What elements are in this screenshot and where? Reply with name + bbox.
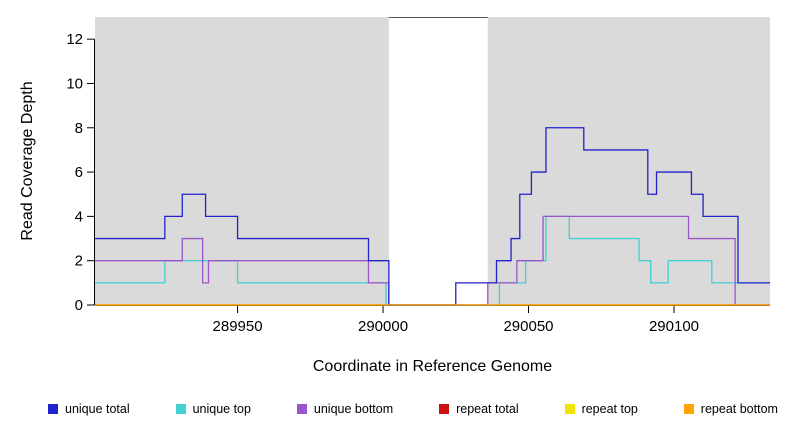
svg-text:8: 8 — [75, 120, 83, 137]
legend-item-repeat-total: repeat total — [439, 402, 519, 416]
legend-item-unique-total: unique total — [48, 402, 130, 416]
x-axis-title: Coordinate in Reference Genome — [312, 358, 553, 375]
legend-item-unique-bottom: unique bottom — [296, 402, 394, 416]
legend-item-repeat-bottom: repeat bottom — [683, 402, 778, 416]
svg-text:289950: 289950 — [213, 318, 263, 335]
svg-text:2: 2 — [75, 253, 83, 270]
legend-label-repeat-bottom: repeat bottom — [700, 402, 778, 416]
legend-swatch-unique-bottom — [296, 404, 307, 414]
svg-text:290100: 290100 — [649, 318, 699, 335]
svg-text:290000: 290000 — [358, 318, 408, 335]
legend-label-unique-bottom: unique bottom — [313, 402, 394, 416]
y-axis-title: Read Coverage Depth — [19, 81, 36, 241]
legend: unique total unique top unique bottom re… — [48, 398, 778, 420]
svg-text:0: 0 — [75, 297, 83, 314]
legend-item-unique-top: unique top — [175, 402, 251, 416]
svg-text:10: 10 — [66, 75, 83, 92]
legend-swatch-repeat-top — [564, 404, 575, 414]
legend-label-repeat-total: repeat total — [456, 402, 519, 416]
legend-swatch-repeat-total — [439, 404, 450, 414]
svg-text:4: 4 — [75, 208, 83, 225]
legend-label-unique-top: unique top — [192, 402, 251, 416]
legend-swatch-repeat-bottom — [683, 404, 694, 414]
svg-text:12: 12 — [66, 31, 83, 48]
legend-item-repeat-top: repeat top — [564, 402, 638, 416]
legend-label-repeat-top: repeat top — [581, 402, 638, 416]
svg-text:6: 6 — [75, 164, 83, 181]
legend-label-unique-total: unique total — [65, 402, 130, 416]
legend-swatch-unique-top — [175, 404, 186, 414]
svg-text:290050: 290050 — [503, 318, 553, 335]
legend-swatch-unique-total — [48, 404, 58, 414]
